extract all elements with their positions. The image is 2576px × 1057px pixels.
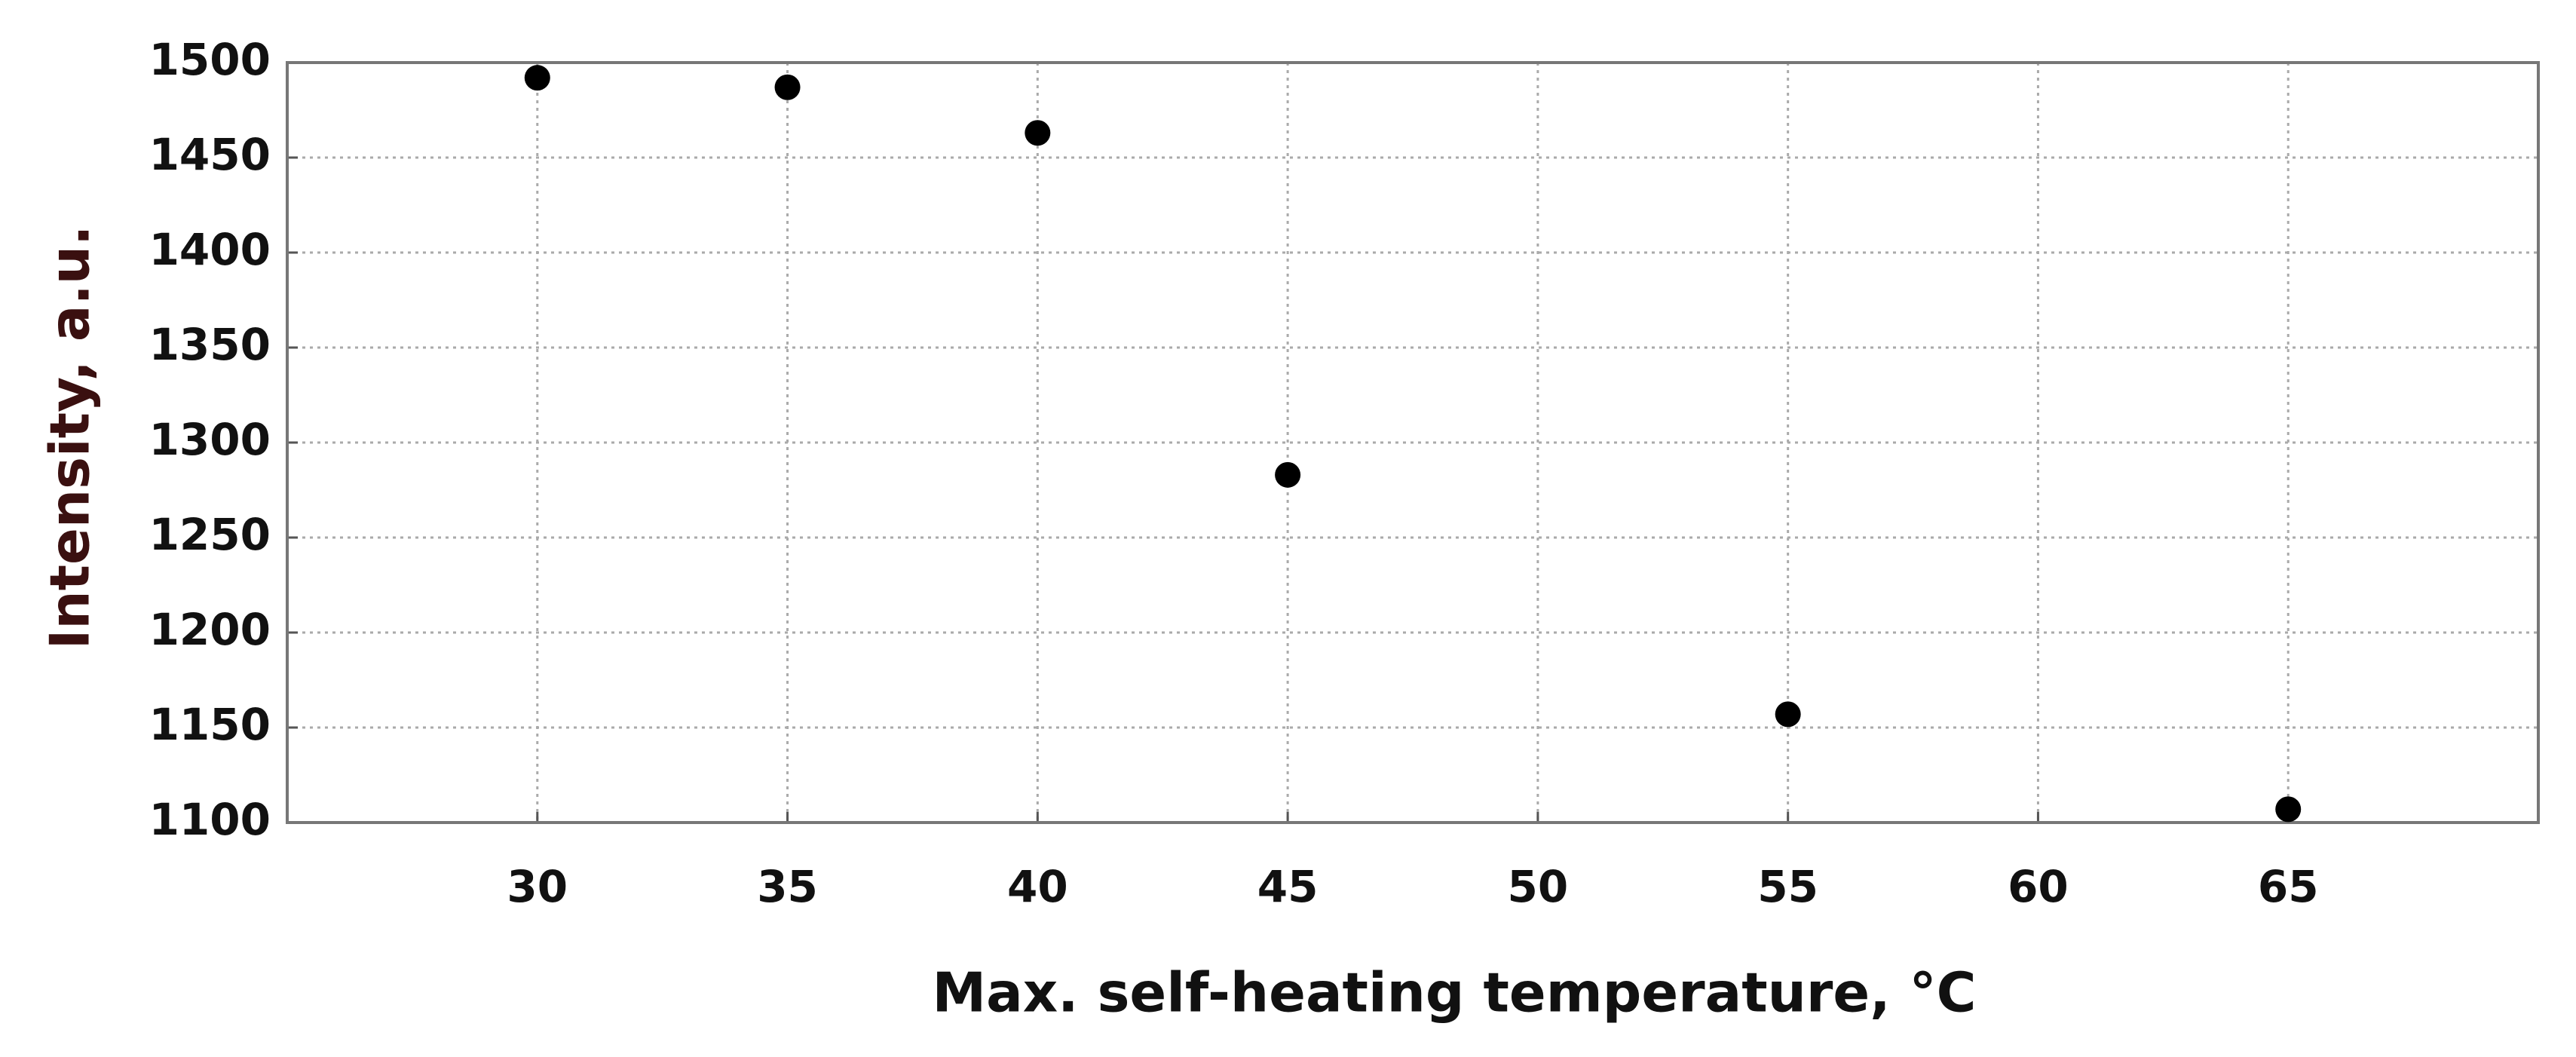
y-tick-label: 1150 xyxy=(149,699,271,750)
point xyxy=(774,74,801,100)
y-tick-label: 1300 xyxy=(149,414,271,465)
y-tick-label: 1200 xyxy=(149,604,271,655)
point xyxy=(1275,461,1301,488)
point xyxy=(524,65,550,91)
x-tick-label: 65 xyxy=(2258,861,2319,912)
x-tick-label: 60 xyxy=(2008,861,2069,912)
point xyxy=(1025,120,1051,146)
x-tick-label: 30 xyxy=(507,861,568,912)
y-tick-label: 1400 xyxy=(149,224,271,275)
y-tick-label: 1350 xyxy=(149,319,271,370)
y-axis-title: Intensity, a.u. xyxy=(38,225,102,650)
x-tick-label: 55 xyxy=(1757,861,1818,912)
plot-frame xyxy=(286,61,2540,824)
y-tick-label: 1100 xyxy=(149,794,271,845)
y-tick-label: 1450 xyxy=(149,129,271,180)
x-tick-label: 45 xyxy=(1257,861,1319,912)
x-tick-label: 50 xyxy=(1508,861,1569,912)
x-tick-label: 35 xyxy=(757,861,818,912)
y-tick-label: 1500 xyxy=(149,34,271,85)
point xyxy=(1775,701,1801,728)
x-axis-title: Max. self-heating temperature, °C xyxy=(932,961,1976,1025)
x-tick-label: 40 xyxy=(1007,861,1068,912)
point xyxy=(2275,796,2302,823)
y-tick-label: 1250 xyxy=(149,509,271,560)
